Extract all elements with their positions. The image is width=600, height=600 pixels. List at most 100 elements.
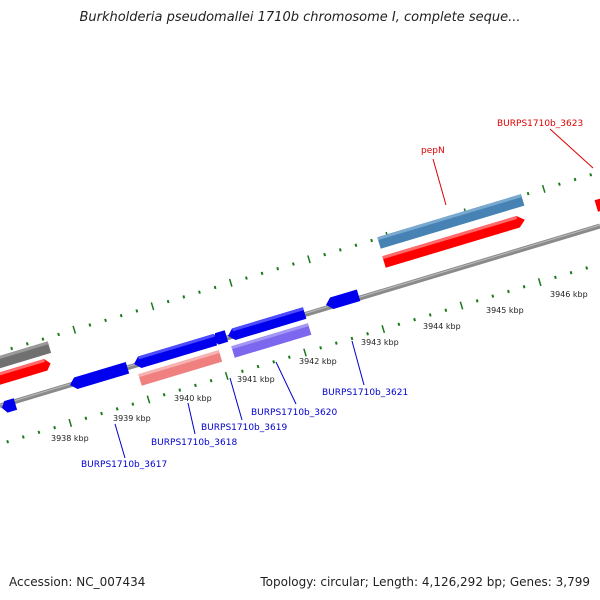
major-tick [72, 325, 77, 334]
gene-forward-red-2[interactable] [0, 358, 52, 386]
minor-tick [37, 430, 41, 435]
gene-burps1710b-3623[interactable] [594, 194, 600, 212]
minor-tick [115, 407, 119, 411]
kbp-label: 3944 kbp [423, 322, 461, 331]
upper-tick-ring [10, 173, 593, 351]
minor-tick [100, 411, 103, 416]
gene-label-burps1710b-3619[interactable]: BURPS1710b_3619 [201, 423, 287, 433]
minor-tick [370, 238, 373, 243]
minor-tick [334, 341, 338, 345]
minor-tick [10, 346, 14, 351]
topology-summary: Topology: circular; Length: 4,126,292 bp… [260, 575, 590, 589]
minor-tick [213, 285, 217, 290]
minor-tick [291, 262, 295, 266]
gene-label-burps1710b-3618[interactable]: BURPS1710b_3618 [151, 438, 237, 448]
gene-label-pepn[interactable]: pepN [421, 146, 445, 156]
minor-tick [209, 378, 213, 383]
minor-tick [428, 313, 432, 317]
minor-tick [366, 331, 369, 336]
major-tick [541, 184, 546, 193]
minor-tick [444, 308, 448, 312]
gene-burps1710b-3621[interactable] [324, 289, 361, 310]
minor-tick [475, 299, 479, 303]
minor-tick [245, 276, 248, 280]
minor-tick [276, 266, 280, 271]
gene-pepn[interactable] [377, 194, 525, 249]
major-tick [150, 302, 155, 311]
minor-tick [573, 177, 577, 182]
minor-tick [41, 337, 45, 341]
gene-purple[interactable] [231, 323, 312, 358]
gene-label-burps1710b-3623[interactable]: BURPS1710b_3623 [497, 119, 583, 129]
gene-gray-1[interactable] [0, 341, 52, 371]
kbp-label: 3945 kbp [486, 306, 524, 315]
minor-tick [6, 439, 10, 444]
minor-tick [354, 243, 358, 247]
gene-burps1710b-3620[interactable] [226, 307, 307, 341]
minor-tick [585, 266, 589, 270]
gene-edge-blue[interactable] [0, 398, 18, 414]
lower-tick-ring [6, 266, 589, 444]
kbp-label: 3941 kbp [237, 375, 275, 384]
minor-tick [53, 425, 56, 430]
kbp-labels: 3938 kbp 3939 kbp 3940 kbp 3941 kbp 3942… [51, 290, 588, 443]
gene-small-blue[interactable] [211, 330, 229, 346]
minor-tick [589, 173, 593, 177]
gene-burps1710b-3618[interactable] [138, 350, 223, 386]
major-tick [224, 371, 229, 381]
minor-tick [323, 252, 327, 257]
minor-tick [338, 248, 342, 252]
major-tick [381, 324, 386, 334]
major-tick [537, 278, 542, 287]
gene-forward-red-1[interactable] [382, 214, 526, 268]
major-tick [303, 348, 307, 357]
minor-tick [198, 290, 201, 294]
minor-tick [569, 270, 573, 275]
gene-label-burps1710b-3617[interactable]: BURPS1710b_3617 [81, 460, 167, 470]
minor-tick [21, 435, 25, 439]
minor-tick [272, 360, 276, 364]
sequence-title: Burkholderia pseudomallei 1710b chromoso… [79, 10, 521, 25]
minor-tick [554, 275, 557, 280]
major-tick [307, 255, 311, 264]
kbp-label: 3946 kbp [550, 290, 588, 299]
major-tick [459, 301, 464, 310]
kbp-label: 3938 kbp [51, 434, 89, 443]
gene-burps1710b-3619[interactable] [132, 333, 218, 370]
minor-tick [88, 323, 92, 327]
minor-tick [287, 355, 291, 359]
minor-tick [319, 346, 323, 350]
minor-tick [131, 402, 135, 406]
minor-tick [162, 393, 166, 397]
minor-tick [526, 191, 530, 196]
minor-tick [166, 299, 170, 304]
gene-label-burps1710b-3621[interactable]: BURPS1710b_3621 [322, 388, 408, 398]
kbp-label: 3939 kbp [113, 414, 151, 423]
minor-tick [256, 364, 260, 369]
kbp-label: 3940 kbp [174, 394, 212, 403]
accession-text: Accession: NC_007434 [9, 575, 146, 589]
minor-tick [260, 271, 264, 276]
gene-label-burps1710b-3620[interactable]: BURPS1710b_3620 [251, 408, 337, 418]
minor-tick [135, 309, 139, 313]
minor-tick [119, 313, 123, 318]
minor-tick [178, 388, 182, 392]
major-tick [68, 418, 73, 427]
minor-tick [491, 294, 495, 298]
minor-tick [182, 295, 186, 299]
minor-tick [57, 332, 60, 337]
major-tick [146, 395, 151, 404]
feature-track [0, 194, 600, 414]
minor-tick [84, 416, 88, 420]
minor-tick [558, 182, 561, 186]
gene-burps1710b-3617[interactable] [68, 362, 130, 391]
label-leader-lines [114, 128, 594, 459]
minor-tick [413, 317, 416, 322]
major-tick [228, 278, 233, 287]
minor-tick [194, 383, 197, 388]
kbp-label: 3942 kbp [299, 357, 337, 366]
minor-tick [104, 318, 107, 323]
minor-tick [241, 369, 244, 374]
